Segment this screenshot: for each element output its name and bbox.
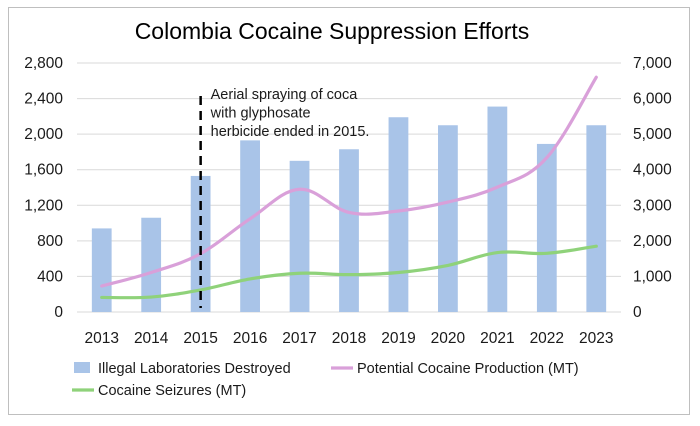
y-left-tick-label: 400 bbox=[37, 268, 63, 285]
x-tick-label: 2017 bbox=[282, 330, 316, 347]
annotation-text: Aerial spraying of coca bbox=[211, 87, 359, 103]
y-right-tick-label: 4,000 bbox=[633, 162, 672, 179]
y-left-tick-label: 800 bbox=[37, 233, 63, 250]
x-tick-label: 2015 bbox=[183, 330, 217, 347]
x-tick-label: 2013 bbox=[84, 330, 118, 347]
annotation-text: herbicide ended in 2015. bbox=[211, 124, 370, 140]
x-tick-label: 2019 bbox=[381, 330, 415, 347]
x-tick-label: 2020 bbox=[431, 330, 466, 347]
y-right-tick-label: 1,000 bbox=[633, 268, 672, 285]
x-axis: 2013 2014 2015 2016 2017 2018 2019 2020 2021 2022… bbox=[84, 330, 613, 347]
bar bbox=[91, 228, 112, 312]
annotation: Aerial spraying of coca with glyphosate he… bbox=[199, 87, 370, 308]
x-tick-label: 2016 bbox=[233, 330, 267, 347]
bar bbox=[289, 160, 310, 312]
line-series bbox=[100, 75, 598, 300]
y-right-tick-label: 0 bbox=[633, 304, 642, 321]
bar bbox=[487, 106, 508, 312]
y-left-tick-label: 0 bbox=[54, 304, 63, 321]
legend-label: Illegal Laboratories Destroyed bbox=[98, 361, 291, 377]
x-tick-label: 2023 bbox=[579, 330, 613, 347]
bar bbox=[438, 125, 458, 312]
chart-title: Colombia Cocaine Suppression Efforts bbox=[135, 18, 530, 44]
bar bbox=[339, 149, 359, 312]
bar bbox=[586, 125, 607, 312]
bar bbox=[190, 175, 211, 312]
y-right-tick-label: 2,000 bbox=[633, 233, 672, 250]
y-axis-right: 0 1,000 2,000 3,000 4,000 5,000 6,000 7,000 bbox=[633, 55, 672, 321]
legend-label: Potential Cocaine Production (MT) bbox=[357, 361, 579, 377]
bar bbox=[141, 217, 162, 312]
legend-swatch bbox=[74, 362, 90, 373]
y-axis-left: 0 400 800 1,200 1,600 2,000 2,400 2,800 bbox=[24, 55, 63, 321]
y-left-tick-label: 1,200 bbox=[24, 197, 63, 214]
y-left-tick-label: 2,400 bbox=[24, 91, 63, 108]
x-tick-label: 2022 bbox=[530, 330, 564, 347]
series-line bbox=[100, 75, 598, 288]
bar bbox=[388, 117, 409, 312]
x-tick-label: 2021 bbox=[480, 330, 514, 347]
y-left-tick-label: 2,000 bbox=[24, 126, 63, 143]
legend-label: Cocaine Seizures (MT) bbox=[98, 383, 246, 399]
y-left-tick-label: 1,600 bbox=[24, 162, 63, 179]
y-right-tick-label: 6,000 bbox=[633, 91, 672, 108]
y-right-tick-label: 3,000 bbox=[633, 197, 672, 214]
annotation-text: with glyphosate bbox=[210, 106, 311, 122]
series-line bbox=[100, 244, 598, 300]
x-tick-label: 2014 bbox=[134, 330, 169, 347]
legend: Illegal Laboratories Destroyed Potential … bbox=[72, 361, 579, 399]
bar bbox=[536, 143, 557, 312]
bar bbox=[240, 140, 260, 312]
y-right-tick-label: 7,000 bbox=[633, 55, 672, 72]
y-right-tick-label: 5,000 bbox=[633, 126, 672, 143]
x-tick-label: 2018 bbox=[332, 330, 366, 347]
y-left-tick-label: 2,800 bbox=[24, 55, 63, 72]
bar-series bbox=[91, 106, 607, 312]
